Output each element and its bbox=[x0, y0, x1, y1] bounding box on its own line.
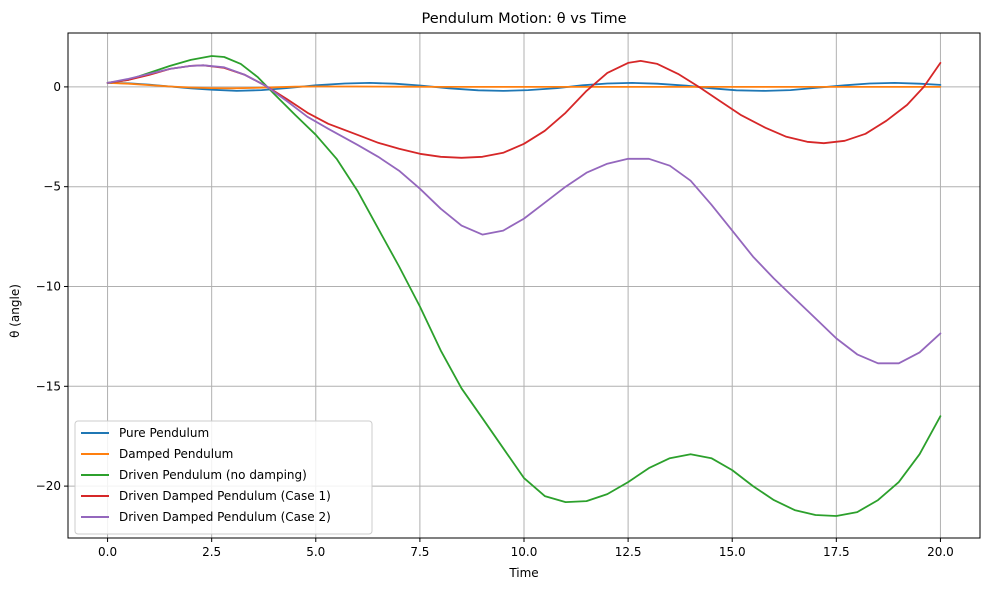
series-line-5 bbox=[106, 64, 942, 365]
y-tick-label: 0 bbox=[53, 80, 61, 94]
x-tick-label: 0.0 bbox=[98, 545, 117, 559]
axis-ticks: 0.0 2.5 5.0 7.5 10.0 12.5 15.0 17.5 20.0 0 −5 −10 −1… bbox=[36, 80, 954, 559]
series-layer bbox=[106, 55, 942, 517]
y-tick-label: −20 bbox=[36, 479, 61, 493]
y-axis-label: θ (angle) bbox=[8, 284, 22, 338]
legend-label: Driven Damped Pendulum (Case 1) bbox=[119, 489, 331, 503]
y-tick-label: −10 bbox=[36, 279, 61, 293]
x-axis-label: Time bbox=[508, 566, 538, 580]
x-tick-label: 7.5 bbox=[410, 545, 429, 559]
y-tick-label: −5 bbox=[43, 180, 61, 194]
x-tick-label: 2.5 bbox=[202, 545, 221, 559]
chart-title: Pendulum Motion: θ vs Time bbox=[421, 11, 626, 27]
series-line-3 bbox=[106, 55, 942, 517]
legend-label: Damped Pendulum bbox=[119, 447, 233, 461]
x-tick-label: 5.0 bbox=[306, 545, 325, 559]
legend-label: Driven Pendulum (no damping) bbox=[119, 468, 307, 482]
legend: Pure Pendulum Damped Pendulum Driven Pendu… bbox=[74, 420, 373, 535]
legend-label: Driven Damped Pendulum (Case 2) bbox=[119, 510, 331, 524]
x-tick-label: 15.0 bbox=[719, 545, 746, 559]
x-tick-label: 17.5 bbox=[823, 545, 850, 559]
legend-box bbox=[74, 420, 373, 535]
series-line-2 bbox=[106, 82, 942, 90]
series-line-1 bbox=[106, 82, 942, 92]
x-tick-label: 12.5 bbox=[615, 545, 642, 559]
x-tick-label: 10.0 bbox=[511, 545, 538, 559]
y-tick-label: −15 bbox=[36, 379, 61, 393]
legend-label: Pure Pendulum bbox=[119, 426, 209, 440]
x-tick-label: 20.0 bbox=[927, 545, 954, 559]
